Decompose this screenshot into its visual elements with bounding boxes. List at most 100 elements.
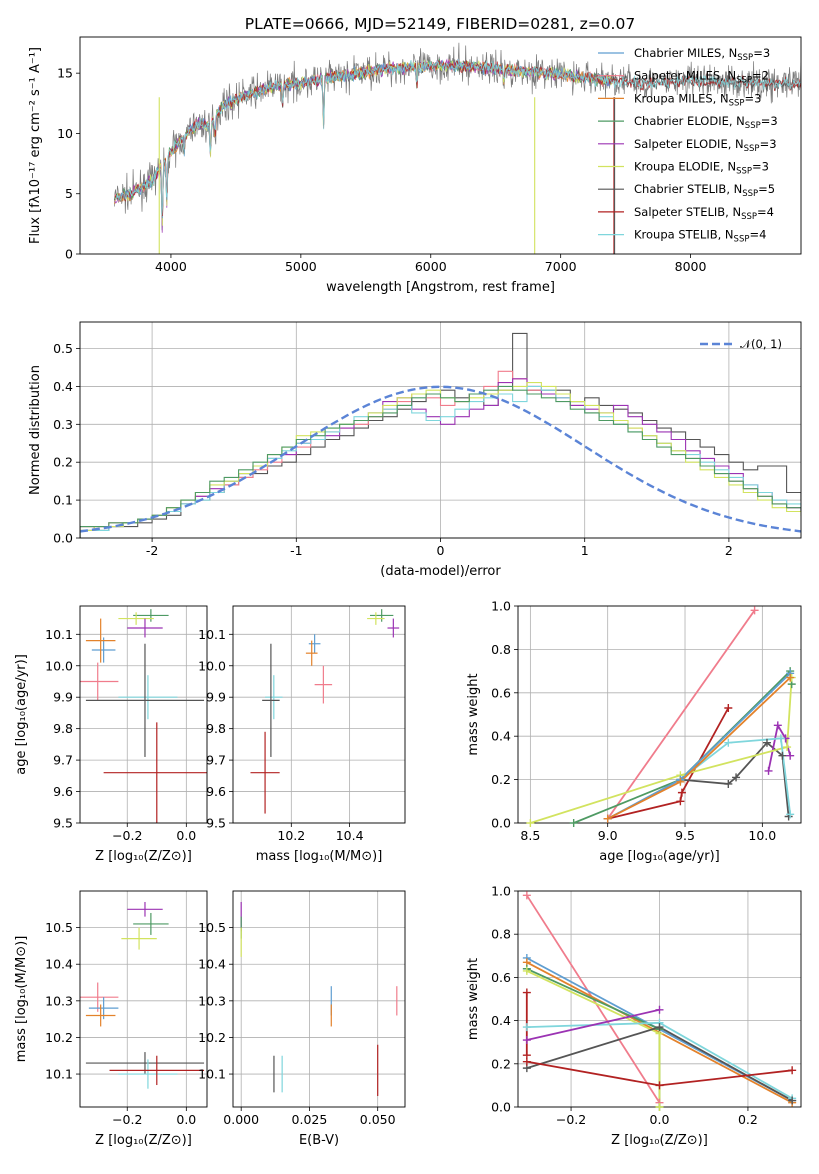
y-axis-label: mass weight: [466, 958, 481, 1040]
legend-nssp-subscript: SSP: [744, 144, 760, 154]
axes-frame: [517, 605, 802, 824]
legend-label: Salpeter STELIB, NSSP=4: [634, 205, 774, 222]
y-tick-label: 0.4: [491, 729, 511, 744]
y-tick-label: 9.7: [206, 753, 226, 768]
series-marker: [783, 743, 792, 752]
chart-massweight-vs-Z: −0.2 0.0 0.2 0.0 0.2 0.4 0.6 0.8 1.0 Z [log₁₀(Z/Z…: [466, 884, 802, 1148]
model-spectrum-line: [114, 59, 613, 225]
series-marker: [764, 766, 773, 775]
y-tick-label: 9.8: [206, 721, 226, 736]
series-marker: [788, 1096, 797, 1105]
y-tick-label: 0.2: [491, 772, 511, 787]
series-marker: [732, 773, 741, 782]
y-tick-label: 1.0: [491, 884, 511, 899]
y-tick-label: 0: [65, 247, 73, 262]
y-tick-label: 0.0: [53, 531, 73, 546]
y-tick-label: 0.3: [53, 417, 73, 432]
x-tick-label: 10.4: [336, 828, 364, 843]
x-tick-label: 0.2: [738, 1112, 758, 1127]
y-tick-label: 0.0: [491, 1100, 511, 1115]
y-tick-label: 10.4: [198, 957, 226, 972]
x-axis-label: age [log₁₀(age/yr)]: [599, 849, 720, 864]
y-axis-label: Normed distribution: [28, 365, 43, 495]
x-tick-label: 5000: [285, 259, 317, 274]
series-line: [607, 672, 791, 820]
y-tick-label: 10.5: [198, 920, 226, 935]
histogram-step-line: [80, 378, 801, 538]
legend-nssp-subscript: SSP: [737, 53, 753, 63]
plot-area: [80, 609, 207, 823]
legend-series-name: Salpeter STELIB: [634, 205, 725, 219]
legend-nssp-label: , N: [725, 205, 741, 219]
x-tick-label: 7000: [545, 259, 577, 274]
histogram-step-line: [80, 385, 801, 538]
x-tick-label: 0.0: [176, 828, 196, 843]
y-tick-label: 9.6: [206, 784, 226, 799]
x-tick-label: 0.0: [650, 1112, 670, 1127]
chart-residuals: -2 -1 0 1 2 0.0 0.1 0.2 0.3 0.4 0.5 (data-model)/er…: [28, 321, 802, 579]
plot-area: [80, 901, 205, 1089]
legend-nssp-subscript: SSP: [729, 98, 745, 108]
model-spectrum-line: [114, 58, 613, 231]
x-tick-label: 0.000: [223, 1112, 259, 1127]
series-marker: [522, 891, 531, 900]
series-line: [606, 609, 756, 820]
legend-nssp-label: , N: [721, 46, 737, 60]
legend-label: Chabrier MILES, NSSP=3: [634, 46, 770, 63]
series-marker: [676, 797, 685, 806]
chart-massweight-vs-age: 8.5 9.0 9.5 10.0 0.0 0.2 0.4 0.6 0.8 1.0 age [log₁…: [466, 599, 802, 864]
y-axis-label: age [log₁₀(age/yr)]: [14, 654, 29, 775]
x-tick-label: 8000: [675, 259, 707, 274]
legend-series-name: Kroupa ELODIE: [634, 160, 720, 174]
y-axis-label: mass weight: [466, 673, 481, 755]
legend-nssp-value: =3: [761, 114, 778, 128]
y-tick-label: 0.8: [491, 642, 511, 657]
series-marker: [522, 1051, 531, 1060]
legend-label: Salpeter ELODIE, NSSP=3: [634, 137, 777, 154]
legend-series-name: Salpeter MILES: [634, 69, 720, 83]
legend-label: Salpeter MILES, NSSP=2: [634, 69, 769, 86]
y-tick-label: 0.8: [491, 927, 511, 942]
y-tick-label: 10.0: [198, 658, 226, 673]
legend-nssp-value: =3: [752, 160, 769, 174]
y-tick-label: 0.2: [491, 1056, 511, 1071]
y-tick-label: 9.5: [53, 816, 73, 831]
x-tick-label: -1: [290, 543, 302, 558]
histogram-step-line: [80, 382, 801, 538]
x-tick-label: 8.5: [520, 828, 540, 843]
series-marker: [655, 1081, 664, 1090]
legend-series-name: Chabrier ELODIE: [634, 114, 729, 128]
series-marker: [786, 810, 795, 819]
series-line: [530, 677, 793, 823]
legend-nssp-label: , N: [726, 182, 742, 196]
legend-series-name: Kroupa MILES: [634, 91, 713, 105]
legend-nssp-subscript: SSP: [736, 76, 752, 86]
axes-frame: [79, 321, 802, 539]
axes-frame: [232, 890, 406, 1108]
plot-area: [80, 332, 801, 538]
legend-nssp-subscript: SSP: [734, 235, 750, 245]
y-tick-label: 9.9: [53, 690, 73, 705]
y-tick-label: 10.2: [45, 1030, 73, 1045]
normal-distribution-curve: [80, 385, 801, 533]
y-tick-label: 9.5: [206, 816, 226, 831]
chart-spectrum: 4000 5000 6000 7000 8000 0 5 10 15 wavelength [An…: [28, 36, 802, 295]
x-tick-label: −0.2: [556, 1112, 586, 1127]
axes-frame: [79, 36, 802, 255]
model-spectrum-line: [115, 58, 613, 219]
y-tick-label: 10.0: [45, 658, 73, 673]
legend-nssp-label: , N: [713, 91, 729, 105]
series-marker: [655, 1023, 664, 1032]
legend-label: Chabrier ELODIE, NSSP=3: [634, 114, 778, 131]
legend-label: Chabrier STELIB, NSSP=5: [634, 182, 775, 199]
series-marker: [750, 606, 759, 615]
y-tick-label: 10: [57, 126, 73, 141]
series-marker: [526, 819, 535, 827]
model-spectrum-line: [114, 59, 613, 226]
chart-age-vs-mass: 10.2 10.4 9.5 9.6 9.7 9.8 9.9 10.0 10.1 mass [log…: [198, 605, 406, 864]
chart-mass-vs-EBV: 0.000 0.025 0.050 10.1 10.2 10.3 10.4 10.5 E(B-V…: [198, 890, 406, 1148]
x-axis-label: Z [log₁₀(Z/Z⊙)]: [95, 1133, 192, 1148]
series-marker: [786, 751, 795, 760]
chart-age-vs-Z: −0.2 0.0 9.5 9.6 9.7 9.8 9.9 10.0 10.1 Z [log₁₀(Z…: [14, 605, 208, 864]
